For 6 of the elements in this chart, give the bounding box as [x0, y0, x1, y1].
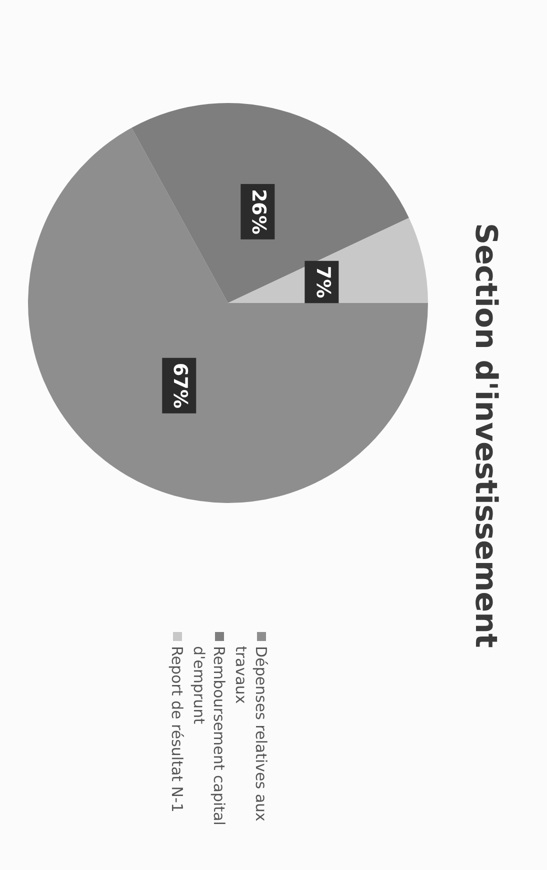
data-label: 7%: [312, 266, 334, 298]
data-label: 67%: [169, 362, 192, 408]
data-label: 26%: [248, 188, 270, 234]
legend-label: Report de résultat N-1: [167, 646, 187, 812]
legend-label: Remboursement capital d'emprunt: [189, 646, 229, 828]
text: Section d'investissement: [468, 222, 503, 650]
